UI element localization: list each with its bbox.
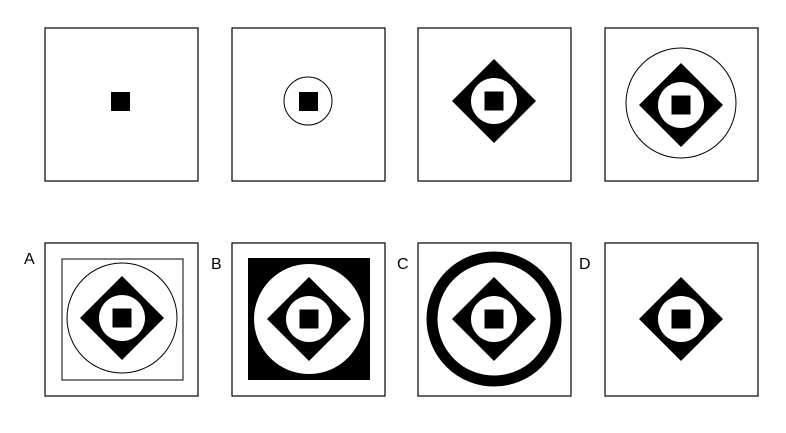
option-a[interactable]: A — [24, 242, 199, 397]
option-c[interactable]: C — [397, 242, 572, 397]
sequence-1 — [44, 27, 199, 182]
sequence-2 — [231, 27, 386, 182]
option-label: D — [579, 256, 591, 273]
option-label: C — [397, 256, 409, 273]
sequence-4 — [604, 27, 759, 182]
option-d[interactable]: D — [579, 242, 759, 397]
option-b[interactable]: B — [211, 242, 386, 397]
sequence-3 — [417, 27, 572, 182]
option-label: A — [24, 251, 35, 268]
option-label: B — [211, 256, 222, 273]
